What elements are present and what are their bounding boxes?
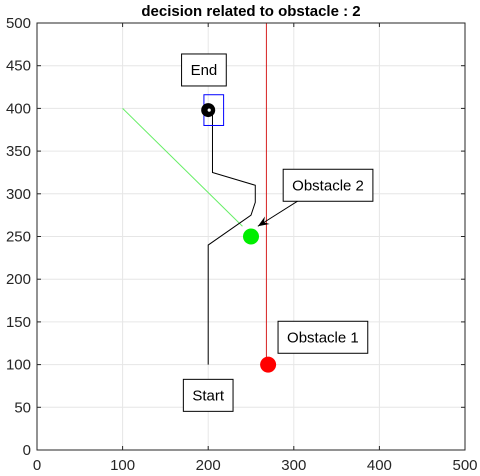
annotation-box: Obstacle 1 xyxy=(277,320,369,354)
annotation-text: Obstacle 1 xyxy=(287,329,359,346)
y-tick-label: 100 xyxy=(6,357,31,374)
y-tick-label: 500 xyxy=(6,15,31,32)
y-tick-label: 200 xyxy=(6,271,31,288)
chart-title: decision related to obstacle : 2 xyxy=(141,3,360,20)
obstacle2-point xyxy=(243,228,259,245)
annotations: End Start Obstacle 1 Obstacle 2 xyxy=(181,53,374,412)
y-tick-label: 300 xyxy=(6,186,31,203)
axes: 0 100 200 300 400 500 0 50 100 150 200 250 300 350 400… xyxy=(6,15,478,474)
annotation-box: Obstacle 2 xyxy=(282,168,374,202)
plot-marks xyxy=(122,23,277,373)
y-tick-label: 150 xyxy=(6,314,31,331)
x-tick-label: 200 xyxy=(196,457,221,474)
robot-path xyxy=(207,112,256,365)
annotation-frame xyxy=(181,53,227,87)
x-tick-label: 500 xyxy=(452,457,477,474)
goal-point-highlight xyxy=(207,108,211,112)
y-tick-label: 250 xyxy=(6,229,31,246)
annotation-box: Start xyxy=(182,378,234,412)
x-tick-label: 0 xyxy=(33,457,41,474)
decision-line xyxy=(122,108,243,227)
annotation-text: Start xyxy=(192,387,225,404)
y-tick-label: 50 xyxy=(14,399,31,416)
x-tick-label: 100 xyxy=(110,457,135,474)
y-tick-label: 450 xyxy=(6,58,31,75)
grid xyxy=(36,22,466,451)
y-tick-label: 0 xyxy=(23,442,31,459)
x-tick-label: 300 xyxy=(281,457,306,474)
arrow-head xyxy=(257,216,270,227)
annotation-box: End xyxy=(181,53,227,87)
annotation-text: Obstacle 2 xyxy=(292,177,364,194)
obstacle1-point xyxy=(260,356,277,373)
annotation-frame xyxy=(282,168,374,202)
annotation-text: End xyxy=(191,62,218,79)
y-tick-label: 400 xyxy=(6,100,31,117)
x-tick-label: 400 xyxy=(367,457,392,474)
annotation-frame xyxy=(182,378,234,412)
y-tick-label: 350 xyxy=(6,143,31,160)
annotation-frame xyxy=(277,320,369,354)
